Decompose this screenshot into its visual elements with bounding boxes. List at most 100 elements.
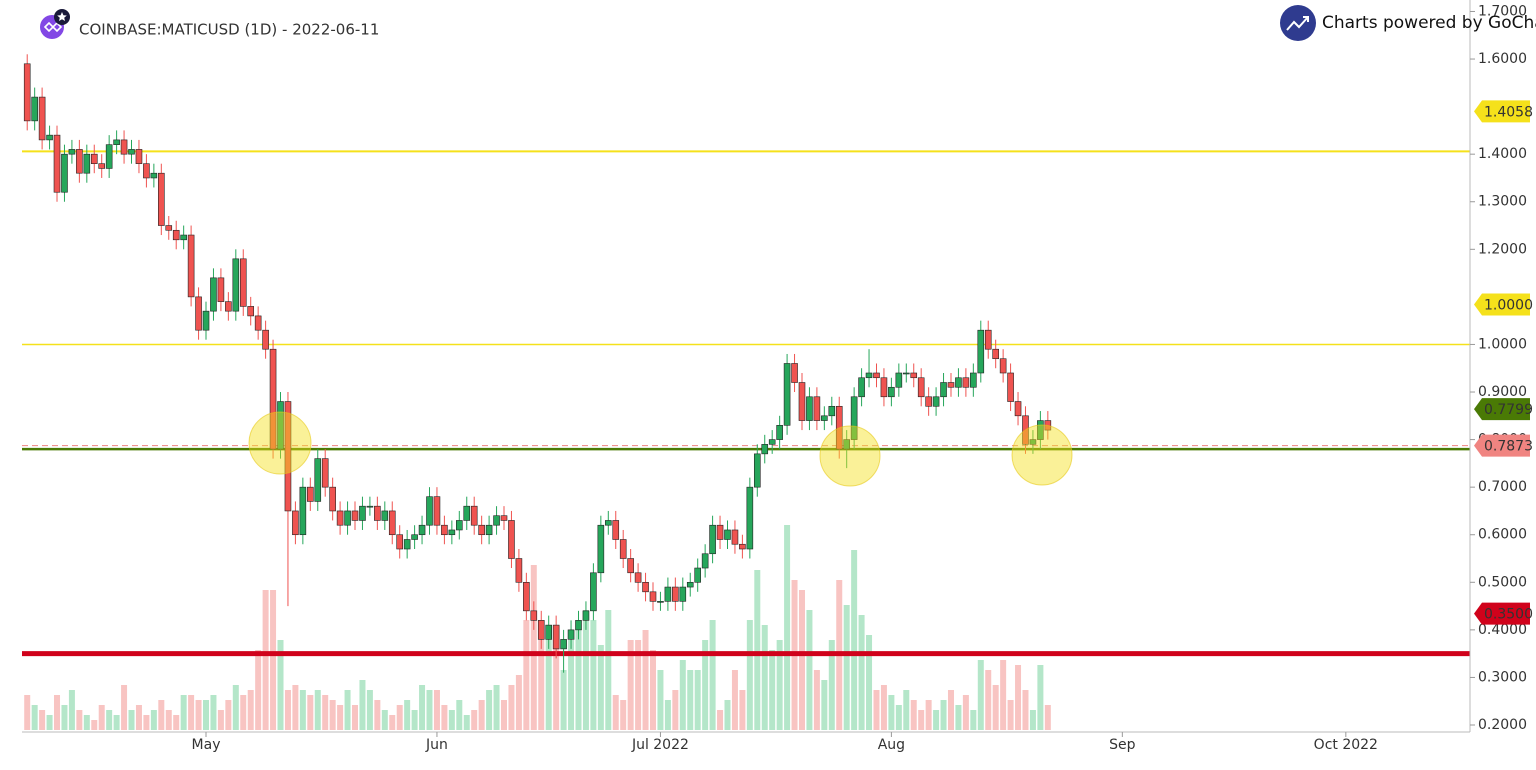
candle-body xyxy=(411,534,418,540)
candle-body xyxy=(560,639,567,650)
volume-bar xyxy=(411,710,418,730)
volume-bar xyxy=(1029,710,1036,730)
level-badge xyxy=(1474,434,1530,457)
volume-bar xyxy=(54,695,61,730)
volume-bar xyxy=(1015,665,1022,730)
volume-bar xyxy=(575,625,582,730)
volume-bar xyxy=(501,700,507,730)
candle-body xyxy=(172,229,180,241)
y-tick-label: 0.7000 xyxy=(1478,479,1527,495)
candle-body xyxy=(239,258,247,307)
volume-bar xyxy=(627,640,634,730)
y-tick-label: 1.3000 xyxy=(1478,194,1527,210)
volume-bar xyxy=(597,645,604,730)
candle-body xyxy=(672,586,679,602)
candle-body xyxy=(433,496,441,526)
volume-bar xyxy=(39,710,46,730)
volume-bar xyxy=(1037,665,1044,730)
candle-body xyxy=(686,581,694,588)
volume-bar xyxy=(478,700,485,730)
volume-bar xyxy=(106,710,113,730)
volume-bar xyxy=(620,700,627,730)
volume-bar xyxy=(858,615,865,730)
volume-bar xyxy=(46,715,53,730)
volume-bar xyxy=(195,700,202,730)
candle-body xyxy=(61,153,68,193)
volume-bar xyxy=(702,640,709,730)
volume-bar xyxy=(448,710,455,730)
candle-body xyxy=(38,96,46,141)
candle-body xyxy=(396,534,404,550)
candle-body xyxy=(649,591,657,602)
candle-body xyxy=(187,234,195,298)
candle-body xyxy=(262,329,269,350)
candle-body xyxy=(1014,401,1022,417)
candle-body xyxy=(932,396,940,407)
level-badge-label: 1.0000 xyxy=(1484,297,1533,313)
candle-body xyxy=(679,586,687,602)
candle-body xyxy=(694,567,701,583)
candle-body xyxy=(925,396,932,407)
volume-bar xyxy=(180,695,187,730)
candle-body xyxy=(962,377,970,388)
volume-bar xyxy=(605,610,612,730)
candle-body xyxy=(850,396,858,440)
volume-bar xyxy=(754,570,761,730)
candle-body xyxy=(299,486,307,536)
candle-body xyxy=(508,520,515,559)
levels-layer xyxy=(22,150,1470,657)
volume-bar xyxy=(515,675,522,730)
candle-body xyxy=(753,453,761,488)
candle-body xyxy=(858,377,865,398)
candle-body xyxy=(202,310,210,331)
volume-bar xyxy=(121,685,128,730)
candle-body xyxy=(374,505,381,521)
volume-bar xyxy=(322,695,329,730)
level-badge-label: 0.7873 xyxy=(1484,439,1533,455)
volume-bar xyxy=(828,640,835,730)
candle-body xyxy=(321,458,329,488)
x-tick-label: Sep xyxy=(1109,737,1136,753)
candle-body xyxy=(590,572,597,612)
volume-bar xyxy=(709,620,716,730)
candle-body xyxy=(381,510,389,521)
y-tick-label: 0.9000 xyxy=(1478,384,1527,400)
candle-body xyxy=(984,329,992,350)
candle-body xyxy=(232,258,240,312)
volume-bar xyxy=(113,715,120,730)
volume-bar xyxy=(918,710,925,730)
candle-body xyxy=(888,386,895,398)
volume-bar xyxy=(806,610,813,730)
candle-body xyxy=(426,496,433,526)
volume-bar xyxy=(873,690,880,730)
level-badge-label: 1.4058 xyxy=(1484,104,1533,120)
volume-bar xyxy=(568,640,575,730)
candle-body xyxy=(910,372,918,379)
candle-body xyxy=(493,515,500,526)
volume-bar xyxy=(307,695,314,730)
volume-bar xyxy=(83,715,90,730)
candle-body xyxy=(269,348,277,450)
candle-body xyxy=(902,372,910,375)
volume-bar xyxy=(880,685,887,730)
candle-body xyxy=(120,139,128,155)
candle-body xyxy=(515,558,523,583)
y-tick-label: 0.5000 xyxy=(1478,574,1527,590)
candle-body xyxy=(940,382,947,398)
candle-body xyxy=(634,572,642,583)
candle-body xyxy=(470,505,478,526)
volume-bar xyxy=(262,590,269,730)
volume-bar xyxy=(1000,660,1007,730)
volume-bar xyxy=(210,695,217,730)
candle-body xyxy=(716,524,724,540)
candle-body xyxy=(478,524,485,536)
candle-body xyxy=(880,377,888,398)
volume-bar xyxy=(769,650,776,730)
candle-body xyxy=(418,524,426,536)
candle-body xyxy=(463,505,471,521)
volume-bar xyxy=(776,640,783,730)
highlight-circle xyxy=(248,411,312,475)
candle-body xyxy=(359,505,366,521)
volume-bar xyxy=(977,660,984,730)
